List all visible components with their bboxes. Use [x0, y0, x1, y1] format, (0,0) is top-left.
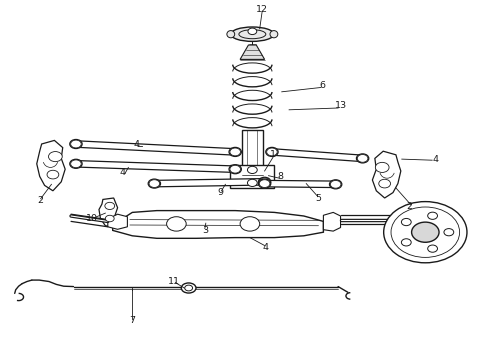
Text: 3: 3 — [202, 226, 208, 235]
Circle shape — [401, 219, 411, 226]
Circle shape — [247, 179, 257, 186]
Circle shape — [391, 207, 460, 257]
Text: 2: 2 — [37, 196, 43, 205]
Circle shape — [259, 178, 270, 186]
Circle shape — [167, 217, 186, 231]
Text: 5: 5 — [316, 194, 321, 202]
Circle shape — [47, 170, 59, 179]
Ellipse shape — [329, 180, 342, 189]
Circle shape — [357, 154, 368, 162]
Ellipse shape — [266, 147, 278, 157]
Circle shape — [71, 160, 81, 168]
Ellipse shape — [229, 165, 242, 174]
Ellipse shape — [70, 159, 82, 168]
Polygon shape — [76, 161, 235, 172]
Circle shape — [149, 180, 160, 188]
Text: 7: 7 — [129, 316, 135, 325]
Circle shape — [330, 180, 341, 188]
Circle shape — [71, 140, 81, 148]
Polygon shape — [372, 151, 401, 198]
Circle shape — [384, 202, 467, 263]
Text: 10: 10 — [86, 215, 98, 223]
Text: 1: 1 — [270, 150, 276, 159]
Circle shape — [412, 222, 439, 242]
Circle shape — [401, 239, 411, 246]
Circle shape — [379, 179, 391, 188]
Circle shape — [247, 166, 257, 174]
Text: 8: 8 — [277, 172, 283, 181]
Polygon shape — [108, 214, 127, 229]
Polygon shape — [99, 198, 118, 227]
Polygon shape — [113, 211, 323, 238]
Polygon shape — [265, 180, 336, 188]
Circle shape — [444, 229, 454, 236]
Circle shape — [428, 212, 438, 219]
Text: 6: 6 — [319, 81, 325, 90]
Ellipse shape — [227, 31, 235, 38]
Text: 4: 4 — [263, 243, 269, 252]
Circle shape — [105, 215, 114, 222]
Polygon shape — [75, 141, 236, 155]
Text: 4: 4 — [432, 155, 438, 163]
Polygon shape — [154, 179, 265, 187]
Circle shape — [230, 148, 241, 156]
Circle shape — [105, 202, 115, 210]
Text: 2: 2 — [407, 202, 413, 211]
Polygon shape — [271, 149, 363, 162]
Ellipse shape — [356, 154, 369, 163]
Ellipse shape — [258, 179, 271, 188]
Polygon shape — [230, 165, 274, 188]
Polygon shape — [242, 130, 263, 166]
Text: 11: 11 — [168, 277, 179, 286]
Ellipse shape — [229, 147, 242, 157]
Polygon shape — [323, 212, 341, 231]
Ellipse shape — [181, 283, 196, 293]
Text: 9: 9 — [218, 188, 223, 197]
Text: 4: 4 — [120, 168, 125, 177]
Text: 12: 12 — [256, 5, 268, 14]
Ellipse shape — [239, 30, 266, 39]
Circle shape — [240, 217, 260, 231]
Circle shape — [428, 245, 438, 252]
Ellipse shape — [270, 31, 278, 38]
Circle shape — [267, 148, 277, 156]
Text: 13: 13 — [335, 101, 346, 110]
Circle shape — [259, 180, 270, 188]
Circle shape — [49, 152, 62, 162]
Ellipse shape — [231, 27, 274, 41]
Polygon shape — [37, 140, 65, 191]
Ellipse shape — [248, 28, 257, 35]
Ellipse shape — [258, 177, 271, 186]
Text: 4: 4 — [133, 140, 139, 149]
Circle shape — [185, 285, 193, 291]
Circle shape — [230, 165, 241, 173]
Circle shape — [375, 162, 389, 172]
Ellipse shape — [148, 179, 161, 188]
Ellipse shape — [70, 139, 82, 149]
Polygon shape — [240, 45, 265, 59]
